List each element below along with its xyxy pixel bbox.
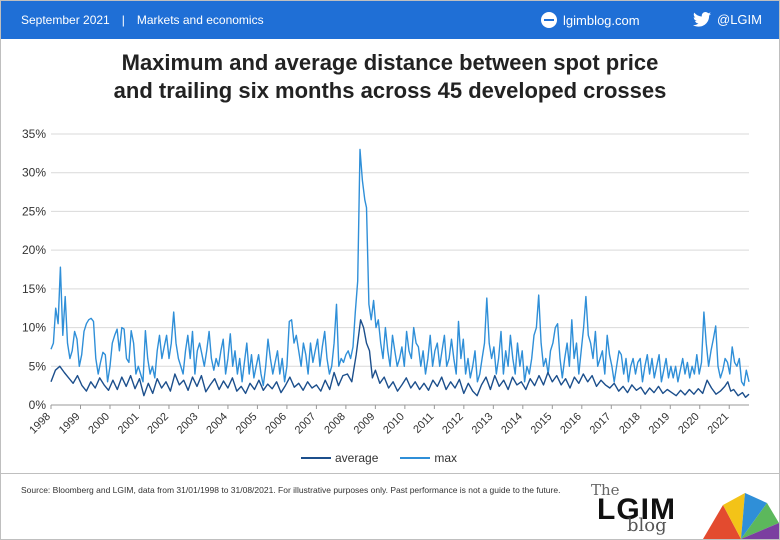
logo-the: The	[591, 481, 620, 499]
twitter-link[interactable]: @LGIM	[693, 12, 762, 27]
header-separator: |	[121, 13, 125, 27]
x-tick-label: 2004	[204, 411, 230, 437]
site-label: lgimblog.com	[563, 12, 640, 28]
line-chart: 0%5%10%15%20%25%30%35% 1998 1999 2000 2001 2…	[22, 127, 750, 437]
x-tick-label: 2010	[381, 411, 407, 437]
legend-label-max: max	[434, 451, 458, 465]
footer-divider	[1, 473, 779, 474]
series-line-max	[50, 148, 750, 387]
x-tick-labels: 1998 1999 2000 2001 2002 2003 2004 2005 2006 2007…	[27, 411, 731, 437]
x-tick-label: 2009	[352, 411, 378, 437]
legend-swatch-average	[301, 457, 331, 459]
x-tick-label: 2015	[529, 411, 555, 437]
twitter-icon	[693, 12, 711, 27]
x-tick-label: 2012	[440, 411, 466, 437]
logo-blog: blog	[627, 515, 667, 536]
x-tick-label: 2001	[116, 411, 142, 437]
chart-title: Maximum and average distance between spo…	[1, 49, 779, 105]
x-tick-label: 2018	[617, 411, 643, 437]
header-meta: September 2021 | Markets and economics	[21, 13, 264, 27]
y-tick-label: 5%	[29, 359, 47, 373]
chart-legend: average max	[301, 451, 479, 465]
chart-title-line-2: and trailing six months across 45 develo…	[113, 78, 667, 103]
y-tick-label: 20%	[22, 243, 46, 257]
header-bar: September 2021 | Markets and economics lgi…	[1, 1, 779, 39]
site-link[interactable]: lgimblog.com	[541, 12, 640, 28]
header-section: Markets and economics	[136, 13, 264, 27]
y-tick-labels: 0% 5% 10% 15% 20% 25% 30% 35%	[22, 127, 46, 412]
header-date: September 2021	[21, 13, 110, 27]
legend-item-average: average	[301, 451, 378, 465]
y-tick-label: 25%	[22, 204, 46, 218]
x-tick-label: 2016	[558, 411, 584, 437]
globe-icon	[541, 12, 557, 28]
chart-title-line-1: Maximum and average distance between spo…	[121, 50, 659, 75]
x-tick-label: 2017	[588, 411, 614, 437]
series-lines	[50, 148, 750, 398]
source-note: Source: Bloomberg and LGIM, data from 31…	[21, 485, 561, 495]
x-tick-label: 2007	[293, 411, 319, 437]
x-tick-label: 2000	[86, 411, 112, 437]
x-tick-label: 2006	[263, 411, 289, 437]
twitter-handle: @LGIM	[717, 12, 762, 27]
x-tick-label: 2020	[676, 411, 702, 437]
x-tick-label: 1999	[57, 411, 83, 437]
x-tick-label: 2011	[411, 411, 436, 436]
x-tick-label: 2002	[145, 411, 171, 437]
legend-item-max: max	[400, 451, 457, 465]
y-tick-label: 10%	[22, 321, 46, 335]
x-tick-label: 2014	[499, 411, 525, 437]
x-tick-label: 1998	[27, 411, 53, 437]
x-tick-label: 2005	[234, 411, 260, 437]
legend-label-average: average	[335, 451, 379, 465]
x-tick-label: 2021	[706, 411, 732, 437]
y-tick-label: 30%	[22, 166, 46, 180]
x-tick-label: 2013	[470, 411, 496, 437]
series-line-average	[50, 319, 750, 398]
umbrella-logo-icon	[703, 493, 779, 539]
gridlines	[50, 133, 749, 409]
y-tick-label: 35%	[22, 127, 46, 141]
x-tick-label: 2003	[175, 411, 201, 437]
logo-lgim: LGIM	[597, 493, 676, 526]
x-tick-label: 2019	[647, 411, 673, 437]
y-tick-label: 0%	[29, 398, 47, 412]
y-tick-label: 15%	[22, 282, 46, 296]
x-tick-label: 2008	[322, 411, 348, 437]
legend-swatch-max	[400, 457, 431, 459]
